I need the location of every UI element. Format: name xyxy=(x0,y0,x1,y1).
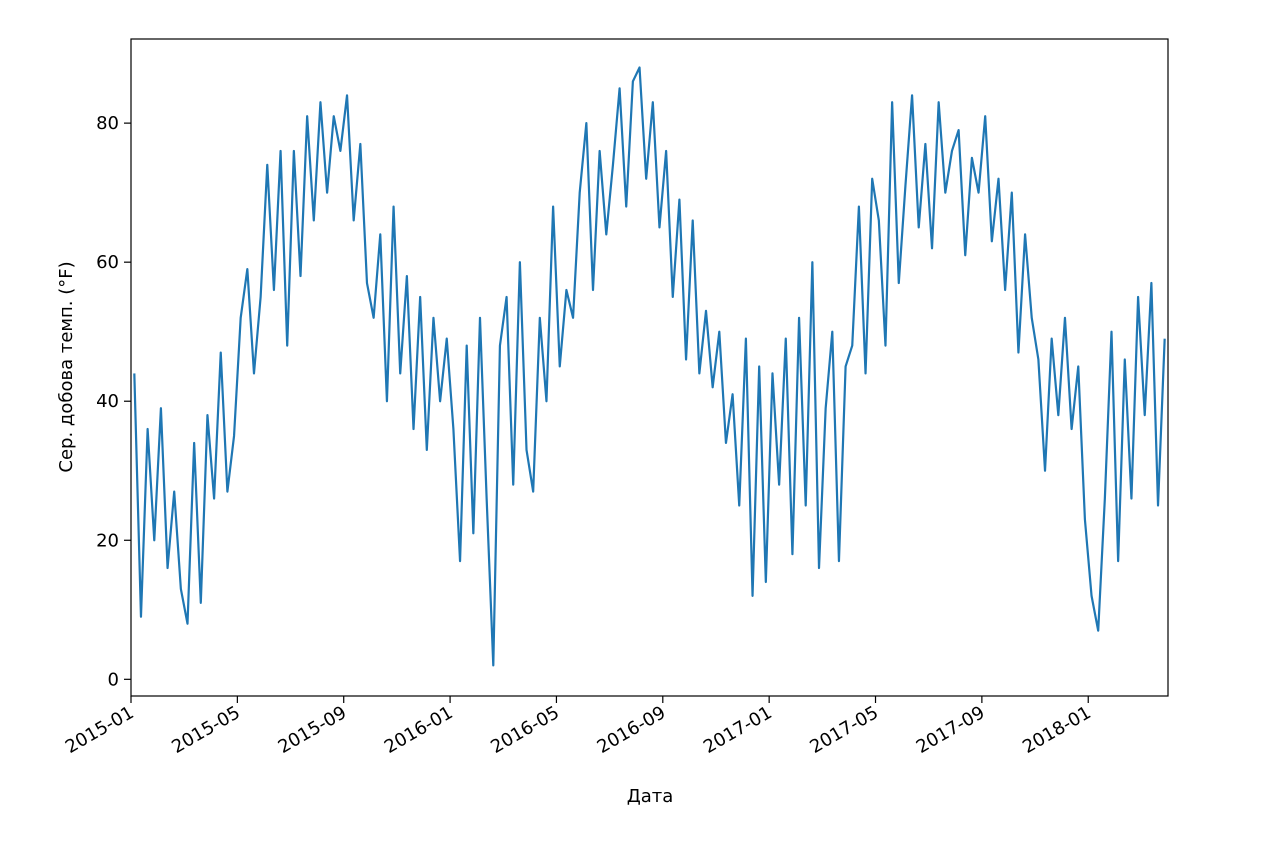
x-tick-label: 2016-09 xyxy=(594,702,670,758)
x-tick-label: 2015-05 xyxy=(168,702,244,758)
x-tick-label: 2017-05 xyxy=(806,702,882,758)
y-axis-label: Сер. добова темп. (°F) xyxy=(56,261,77,472)
y-tick-label: 60 xyxy=(96,252,119,273)
y-tick-label: 0 xyxy=(108,669,119,690)
x-tick-label: 2016-05 xyxy=(487,702,563,758)
x-tick-label: 2015-09 xyxy=(275,702,351,758)
y-tick-label: 80 xyxy=(96,113,119,134)
x-tick-label: 2017-01 xyxy=(700,702,776,758)
x-tick-label: 2015-01 xyxy=(62,702,138,758)
x-tick-label: 2018-01 xyxy=(1019,702,1095,758)
x-tick-label: 2017-09 xyxy=(913,702,989,758)
y-tick-label: 40 xyxy=(96,391,119,412)
data-line xyxy=(133,66,1166,667)
x-axis-label: Дата xyxy=(627,786,674,807)
y-tick-label: 20 xyxy=(96,530,119,551)
plot-frame xyxy=(130,38,1169,697)
x-tick-label: 2016-01 xyxy=(381,702,457,758)
